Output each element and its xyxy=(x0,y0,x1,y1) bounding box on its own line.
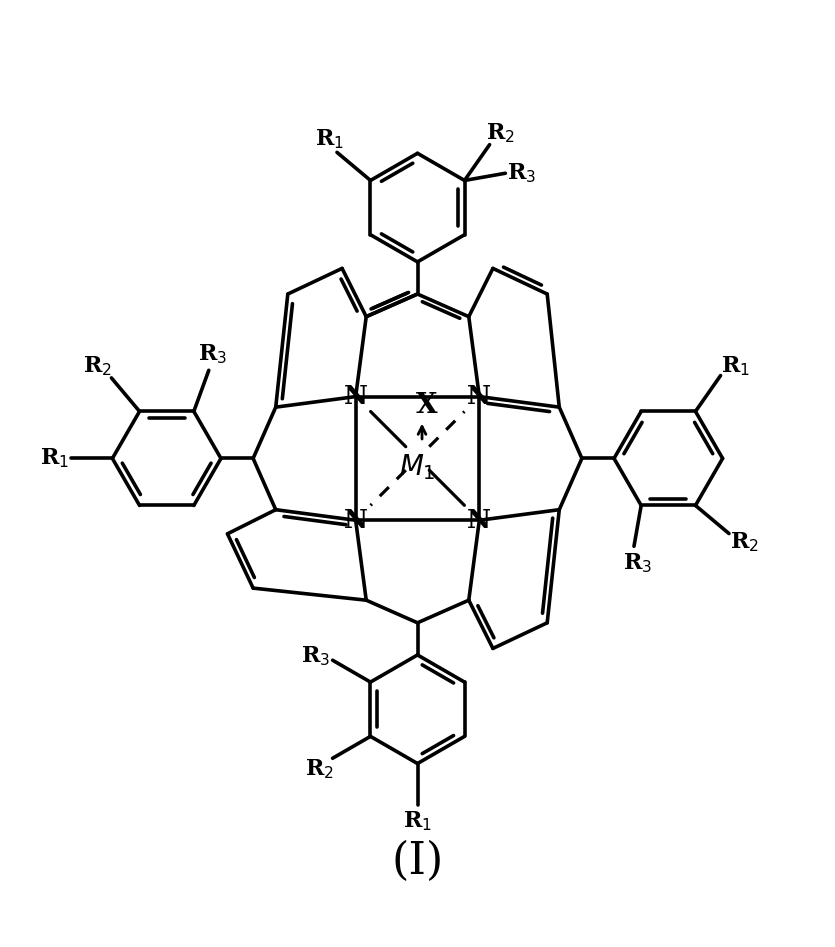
Text: N: N xyxy=(468,384,491,409)
Text: R$_3$: R$_3$ xyxy=(301,645,331,669)
Text: (Ⅰ): (Ⅰ) xyxy=(392,840,443,884)
Text: R$_1$: R$_1$ xyxy=(315,127,344,151)
Text: R$_1$: R$_1$ xyxy=(40,447,68,471)
Text: X: X xyxy=(416,392,438,420)
Text: R$_3$: R$_3$ xyxy=(623,551,652,575)
Text: $M_1$: $M_1$ xyxy=(399,453,436,482)
Text: N: N xyxy=(344,384,367,409)
Text: R$_2$: R$_2$ xyxy=(305,758,333,781)
Text: N: N xyxy=(468,508,491,533)
Text: R$_3$: R$_3$ xyxy=(198,342,227,366)
Text: R$_3$: R$_3$ xyxy=(508,161,537,185)
Text: R$_2$: R$_2$ xyxy=(730,531,758,554)
Text: R$_2$: R$_2$ xyxy=(84,355,113,379)
Text: R$_1$: R$_1$ xyxy=(403,810,432,833)
Text: R$_2$: R$_2$ xyxy=(487,121,515,145)
Text: R$_1$: R$_1$ xyxy=(721,355,750,379)
Text: N: N xyxy=(344,508,367,533)
